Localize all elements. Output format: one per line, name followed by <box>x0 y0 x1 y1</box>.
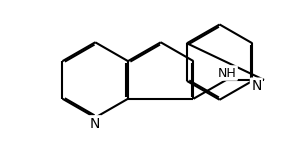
Text: N: N <box>90 117 101 131</box>
Text: NH: NH <box>218 66 237 80</box>
Text: N: N <box>251 79 262 93</box>
